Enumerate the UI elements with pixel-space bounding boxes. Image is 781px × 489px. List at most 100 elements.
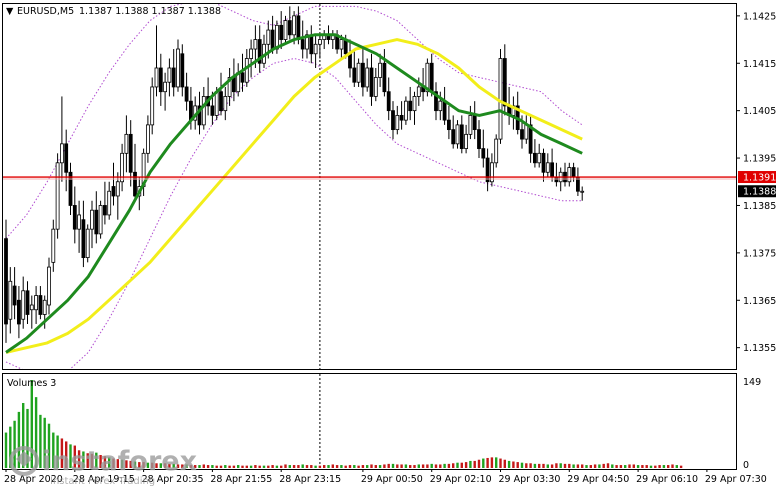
candle (180, 44, 185, 97)
candle (4, 219, 8, 343)
candle (494, 134, 499, 168)
candle (365, 58, 370, 92)
candle (287, 6, 292, 40)
candle-body (64, 143, 69, 173)
candle (94, 191, 99, 244)
candle-body (184, 86, 189, 102)
candle-body (571, 167, 576, 178)
candle (459, 115, 464, 154)
candle (154, 25, 159, 97)
candle-body (464, 133, 469, 149)
candle-body (176, 48, 180, 88)
candle-body (425, 62, 430, 93)
header-arrow: ▼ (6, 6, 14, 17)
price-tick-label: 1.1405 (743, 106, 776, 117)
candle-body (72, 205, 77, 230)
price-panel-frame (2, 3, 737, 370)
candle-body (502, 58, 507, 107)
candle-body (313, 43, 318, 55)
candle-body (528, 124, 533, 154)
candle (489, 153, 494, 187)
candle-body (158, 67, 163, 93)
candle (72, 186, 77, 244)
price-tick-label: 1.1385 (743, 201, 776, 212)
candle (25, 281, 30, 324)
candle (85, 224, 90, 263)
candle-body (90, 209, 94, 230)
candle (300, 20, 305, 59)
candle-body (210, 105, 215, 116)
candle-body (145, 124, 150, 154)
candle-body (550, 162, 554, 178)
candle-body (223, 96, 228, 112)
candle-body (85, 228, 90, 259)
time-tick-label: 28 Apr 20:35 (142, 474, 204, 485)
candle (498, 49, 503, 144)
candle (201, 86, 206, 130)
candle-body (395, 114, 400, 131)
candle-body (339, 39, 344, 50)
candle (51, 219, 56, 272)
candle (167, 58, 172, 97)
candle (403, 96, 408, 125)
candle (8, 267, 13, 334)
candle (38, 286, 43, 320)
candle (12, 267, 17, 320)
candle-body (399, 114, 404, 121)
candle-body (498, 58, 503, 140)
candle-body (283, 20, 288, 40)
candle (64, 129, 69, 192)
price-tick-label: 1.1375 (743, 248, 776, 259)
candle (150, 77, 155, 135)
candle-body (296, 15, 301, 40)
candle-body (360, 62, 365, 88)
candle (451, 115, 456, 149)
candle (567, 162, 572, 187)
time-tick-label: 29 Apr 03:30 (499, 474, 561, 485)
candle-body (382, 62, 387, 93)
candle-body (103, 205, 107, 216)
time-tick-label: 29 Apr 07:30 (705, 474, 767, 485)
candle-body (533, 152, 537, 164)
candle-body (231, 77, 236, 93)
candle (369, 53, 374, 106)
candle-body (201, 96, 206, 126)
candle (541, 148, 546, 182)
candle-body (81, 219, 86, 259)
candle-body (442, 100, 447, 121)
candle-body (369, 67, 374, 97)
candle-body (459, 124, 464, 149)
candle (434, 82, 438, 121)
time-tick-label: 29 Apr 02:10 (430, 474, 492, 485)
candle-body (481, 148, 486, 159)
candle (145, 115, 150, 163)
candle-body (8, 280, 13, 320)
candle-body (287, 20, 292, 36)
candle (477, 120, 481, 159)
candle-body (356, 62, 361, 83)
candle-body (403, 100, 408, 121)
candle-body (520, 129, 524, 140)
candle-body (154, 67, 159, 88)
time-tick-label: 29 Apr 00:50 (361, 474, 423, 485)
candle (305, 30, 309, 59)
candle-body (47, 266, 51, 306)
candle-body (227, 77, 232, 97)
candle-body (373, 77, 378, 97)
candle-body (438, 100, 443, 112)
candle (107, 181, 112, 220)
candle-body (416, 86, 421, 97)
candle (378, 53, 383, 87)
candle (317, 34, 322, 59)
price-axis: 1.1425 1.1415 1.1405 1.1395 1.1385 1.1375 1.13… (736, 11, 776, 354)
candle-body (111, 186, 116, 197)
candle-body (120, 152, 124, 183)
candle-body (305, 34, 309, 50)
candle-body (253, 39, 258, 50)
envelope-band (5, 4, 583, 369)
candle-body (98, 205, 103, 235)
candle (77, 200, 81, 253)
instaforex-logo-icon (9, 446, 39, 476)
candle-body (408, 100, 413, 112)
